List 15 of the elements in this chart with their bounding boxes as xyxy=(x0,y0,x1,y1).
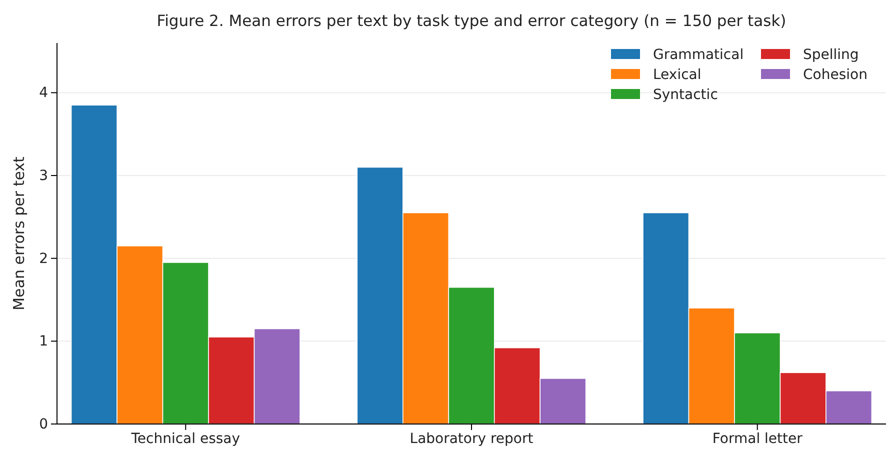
y-tick-label: 1 xyxy=(39,334,48,350)
legend-label: Grammatical xyxy=(653,47,744,63)
legend-label: Spelling xyxy=(803,47,859,63)
legend-label: Syntactic xyxy=(653,87,718,103)
y-tick-label: 3 xyxy=(39,168,48,184)
chart-title: Figure 2. Mean errors per text by task type and error category (n = 150 per task) xyxy=(156,12,786,30)
y-axis-title: Mean errors per text xyxy=(10,156,28,310)
legend-label: Cohesion xyxy=(803,67,868,83)
y-tick-label: 0 xyxy=(39,416,48,432)
x-tick-label: Technical essay xyxy=(130,430,240,447)
x-tick-label: Formal letter xyxy=(712,430,803,447)
y-tick-label: 2 xyxy=(39,250,48,267)
x-tick-label: Laboratory report xyxy=(410,430,534,447)
y-tick-label: 4 xyxy=(39,85,48,102)
legend-label: Lexical xyxy=(653,67,702,83)
